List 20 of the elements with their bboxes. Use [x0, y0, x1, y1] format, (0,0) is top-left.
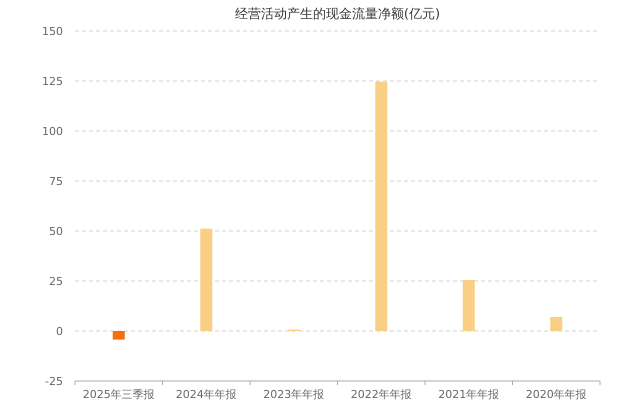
bar — [200, 228, 212, 331]
bar — [462, 280, 475, 331]
x-tick-label: 2020年年报 — [526, 388, 587, 401]
bar — [550, 317, 562, 331]
y-tick-label: 0 — [56, 325, 63, 338]
x-tick-label: 2024年年报 — [176, 388, 237, 401]
y-tick-label: 25 — [49, 275, 63, 288]
bar — [375, 82, 388, 331]
x-tick-label: 2025年三季报 — [82, 388, 155, 401]
x-tick-label: 2022年年报 — [350, 388, 412, 401]
y-tick-label: 125 — [42, 75, 63, 88]
x-tick-label: 2021年年报 — [438, 388, 500, 401]
chart-title: 经营活动产生的现金流量净额(亿元) — [234, 6, 440, 22]
y-tick-label: 50 — [49, 225, 63, 238]
y-tick-label: -25 — [45, 375, 63, 388]
x-tick-label: 2023年年报 — [263, 388, 324, 401]
y-tick-label: 75 — [49, 175, 63, 188]
bar — [112, 331, 125, 340]
y-tick-label: 100 — [42, 125, 63, 138]
y-tick-label: 150 — [42, 25, 63, 38]
